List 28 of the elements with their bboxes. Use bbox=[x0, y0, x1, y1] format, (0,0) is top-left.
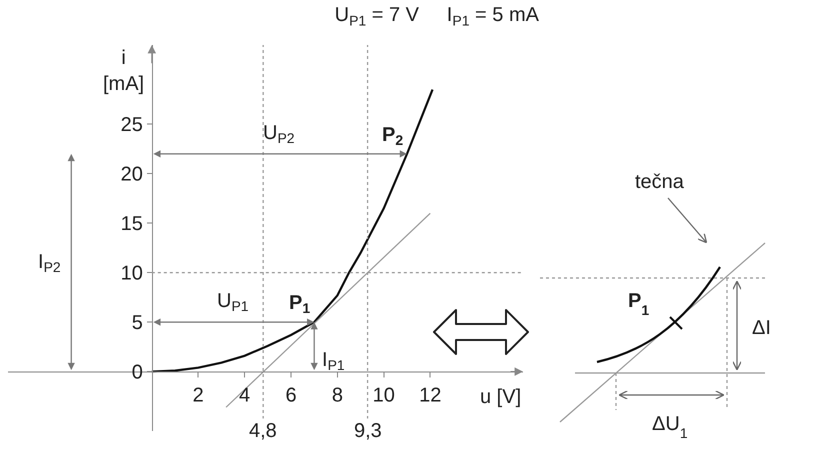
y-tick-label: 0 bbox=[132, 362, 143, 384]
y-tick-label: 20 bbox=[120, 164, 143, 186]
x-axis-title: u [V] bbox=[480, 386, 522, 408]
chart-title: U$_{P1}$ = 7 V I$_{P1}$ = 5 mA bbox=[334, 4, 540, 28]
text: ΔI bbox=[752, 317, 771, 339]
x-tick-label: 4 bbox=[239, 384, 250, 407]
annotation: I$_{P2}$ bbox=[38, 251, 61, 276]
x-tick-label: 6 bbox=[285, 384, 297, 407]
x-tick-label: 8 bbox=[332, 384, 343, 407]
y-tick-label: 15 bbox=[120, 213, 143, 236]
text: tečna bbox=[635, 171, 685, 193]
annotation: I$_{P1}$ bbox=[322, 349, 345, 374]
y-tick-label: 5 bbox=[132, 312, 143, 334]
text: P$_{1}$ bbox=[628, 290, 650, 318]
x-tick-label: 10 bbox=[372, 384, 395, 407]
y-tick-label: 10 bbox=[120, 262, 143, 285]
x-tick-label: 2 bbox=[192, 384, 204, 407]
line-series bbox=[150, 88, 434, 373]
text: ΔU$_{1}$ bbox=[652, 413, 688, 441]
ref-line-label: 4,8 bbox=[249, 420, 277, 442]
y-axis-title: i [mA] bbox=[103, 47, 144, 95]
annotation: U$_{P2}$ bbox=[263, 122, 295, 146]
annotation: P$_{2}$ bbox=[382, 124, 404, 148]
annotation: U$_{P1}$ bbox=[217, 290, 249, 314]
ref-line-label: 9,3 bbox=[354, 420, 382, 442]
annotation: P$_{1}$ bbox=[289, 292, 310, 316]
x-tick-label: 12 bbox=[419, 384, 442, 407]
y-tick-label: 25 bbox=[120, 114, 143, 136]
